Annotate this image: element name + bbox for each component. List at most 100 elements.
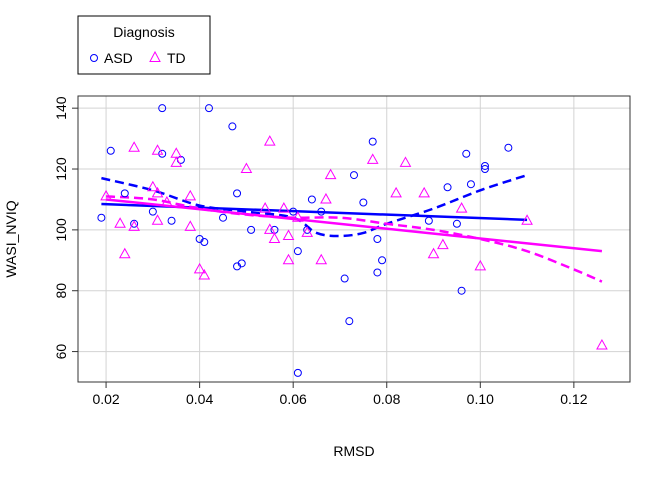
asd-point — [293, 368, 302, 377]
x-axis-label: RMSD — [333, 443, 374, 459]
td-point — [128, 141, 140, 152]
td-point — [324, 168, 337, 180]
td-point — [193, 262, 206, 274]
fit-lines — [101, 173, 603, 283]
td-point — [146, 180, 159, 192]
asd-point — [289, 207, 298, 216]
legend: Diagnosis ASD TD — [77, 15, 211, 75]
td-point — [474, 259, 487, 271]
asd-point — [504, 143, 513, 152]
x-tick-label: 0.04 — [186, 391, 213, 407]
asd-point — [247, 225, 256, 234]
td-point — [277, 202, 290, 213]
y-tick-label: 120 — [53, 157, 69, 181]
asd-point — [373, 235, 382, 243]
td-point — [418, 186, 431, 198]
asd-point — [424, 216, 433, 225]
legend-asd-label: ASD — [104, 50, 133, 66]
td-point — [427, 247, 440, 259]
x-tick-label: 0.12 — [560, 391, 587, 407]
y-axis-label: WASI_NVIQ — [3, 200, 19, 277]
asd-point — [340, 274, 349, 283]
data-points — [97, 104, 608, 377]
asd-point — [480, 165, 489, 174]
asd-point — [237, 259, 246, 268]
td-point — [399, 156, 412, 167]
y-tick-label: 140 — [53, 96, 69, 120]
asd-point — [167, 216, 176, 225]
asd-point — [368, 137, 377, 146]
td-point — [118, 247, 131, 259]
asd-point — [345, 317, 354, 326]
asd-point — [130, 219, 139, 228]
legend-title: Diagnosis — [113, 24, 174, 40]
asd-point — [106, 146, 115, 155]
td-point — [184, 220, 197, 231]
legend-asd-marker — [90, 54, 98, 62]
legend-td-label: TD — [167, 50, 186, 66]
asd-point — [443, 183, 452, 192]
asd-point — [303, 225, 312, 234]
asd-point — [466, 180, 475, 189]
td-point — [455, 202, 468, 213]
x-tick-label: 0.02 — [92, 391, 119, 407]
asd-point — [204, 104, 213, 113]
asd-smooth-fit-line — [101, 173, 528, 238]
legend-box — [77, 15, 211, 75]
td-point — [198, 268, 211, 280]
td-point — [282, 253, 295, 265]
asd-point — [219, 213, 228, 222]
td-point — [128, 220, 140, 231]
asd-point — [307, 195, 316, 204]
asd-point — [452, 219, 461, 228]
plot-frame — [77, 95, 631, 383]
asd-point — [359, 198, 368, 207]
y-axis: 60 80 100 120 140 — [53, 96, 79, 360]
asd-point — [293, 247, 302, 256]
td-point — [151, 214, 164, 225]
td-point — [282, 229, 295, 240]
td-point — [596, 338, 608, 350]
td-point — [320, 192, 332, 204]
td-point — [151, 186, 164, 198]
td-linear-fit-line — [105, 198, 603, 253]
asd-point — [120, 189, 129, 198]
td-point — [151, 144, 164, 155]
td-point — [301, 226, 314, 237]
td-point — [170, 156, 183, 167]
asd-point — [373, 268, 382, 277]
y-tick-label: 60 — [53, 344, 69, 360]
td-point — [263, 135, 276, 146]
asd-point — [148, 207, 157, 216]
td-point — [240, 162, 253, 174]
asd-point — [350, 171, 358, 180]
asd-point — [200, 238, 209, 247]
asd-point — [462, 149, 471, 158]
y-tick-label: 80 — [53, 283, 69, 299]
td-point — [268, 232, 281, 243]
td-point — [315, 253, 328, 265]
asd-point — [97, 213, 106, 222]
asd-point — [158, 104, 167, 113]
td-point — [100, 189, 112, 201]
td-point — [292, 211, 304, 222]
x-axis: 0.02 0.04 0.06 0.08 0.10 0.12 — [92, 381, 588, 407]
x-tick-label: 0.06 — [280, 391, 307, 407]
asd-point — [317, 207, 326, 216]
td-smooth-fit-line — [105, 195, 603, 283]
asd-point — [228, 122, 237, 131]
x-tick-label: 0.10 — [467, 391, 494, 407]
td-point — [259, 202, 271, 213]
asd-point — [480, 161, 489, 170]
td-point — [170, 147, 183, 158]
td-point — [390, 186, 402, 198]
td-point — [263, 223, 276, 234]
legend-td-marker — [149, 50, 161, 62]
asd-point — [457, 286, 466, 295]
td-point — [437, 238, 449, 250]
asd-point — [233, 189, 242, 198]
grid-lines — [78, 96, 630, 382]
td-point — [114, 217, 126, 228]
td-point — [184, 189, 197, 201]
